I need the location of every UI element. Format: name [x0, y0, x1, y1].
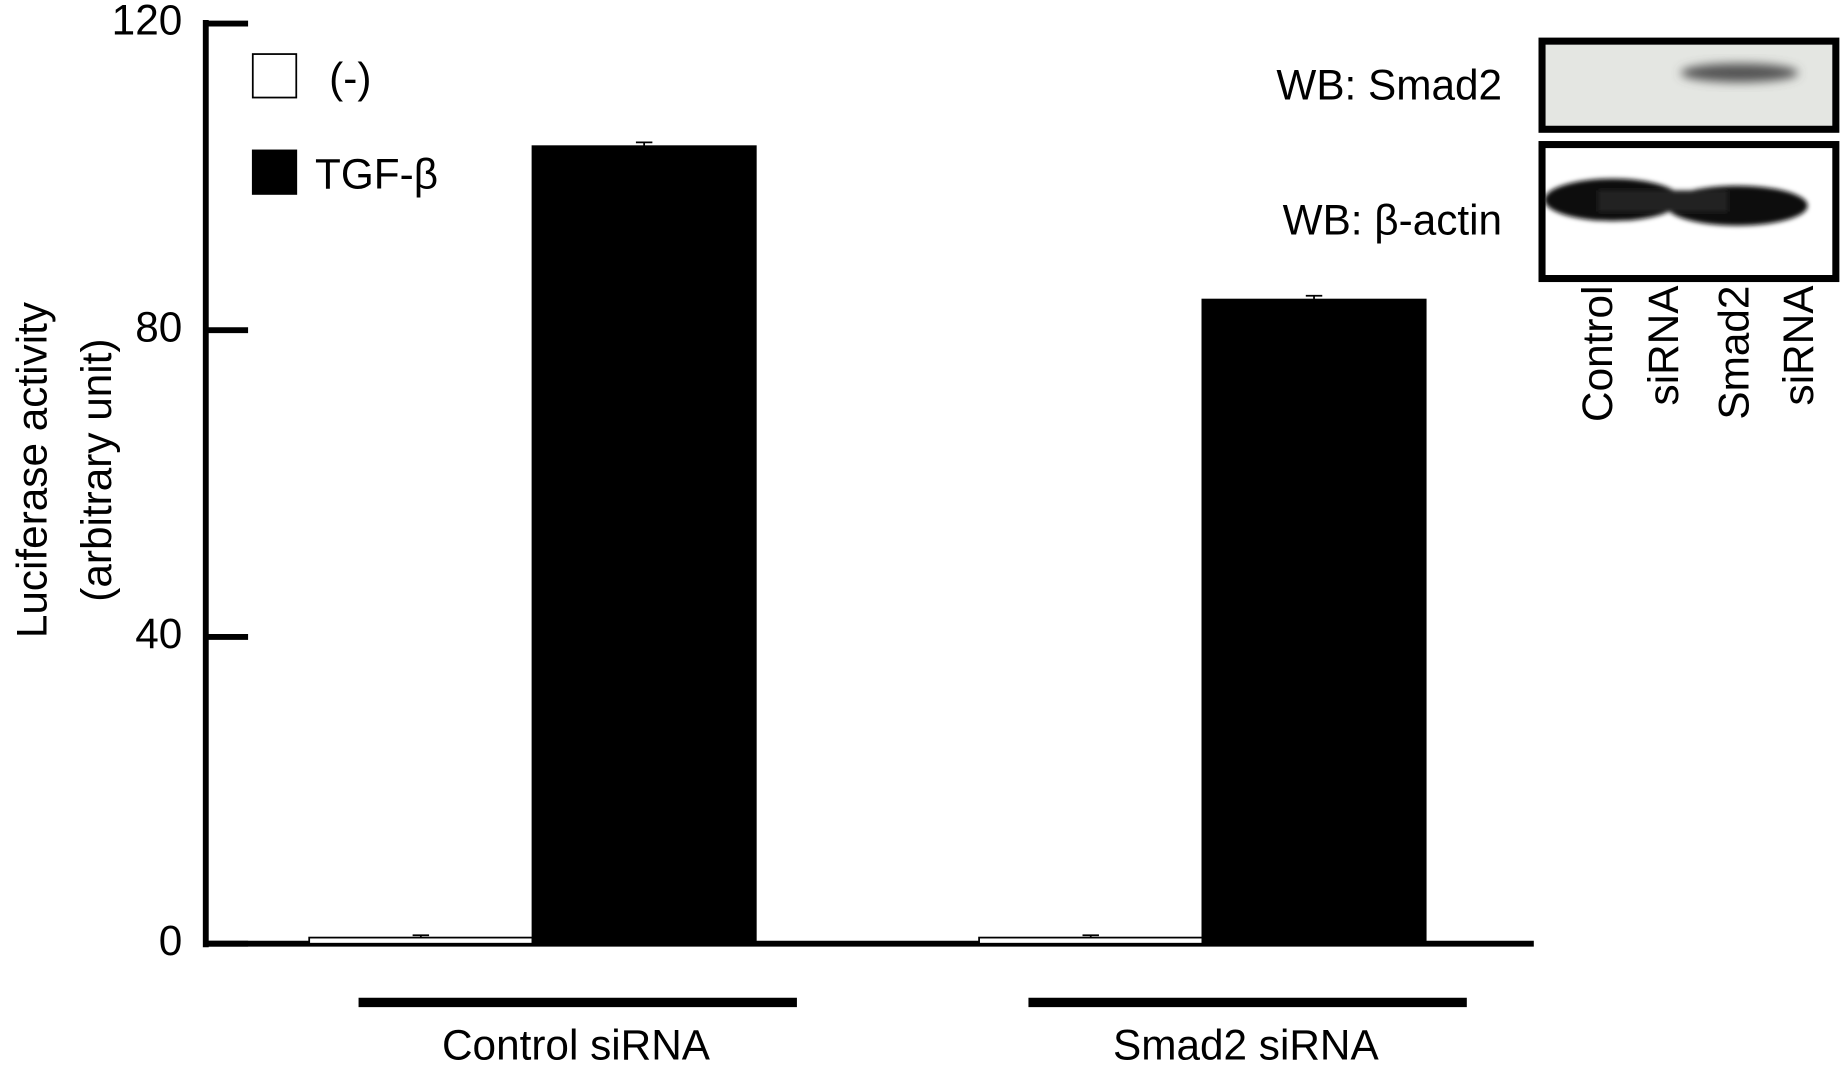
x-tick-label: Smad2 siRNA	[1113, 1021, 1379, 1068]
chart: 0 40 80 120 Luciferase activity (arbitrary un…	[0, 0, 1843, 1073]
blot-lane-label: Control	[1574, 286, 1621, 422]
y-tick-label: 80	[135, 303, 182, 350]
y-axis-label: Luciferase activity	[9, 301, 56, 638]
blot-band	[1681, 63, 1799, 82]
legend-label: TGF-β	[315, 151, 438, 198]
y-tick-label: 120	[112, 0, 183, 44]
blot-band	[1598, 190, 1727, 211]
bar	[309, 938, 532, 944]
legend-swatch	[253, 150, 296, 193]
blot-box	[1542, 41, 1836, 129]
blot-lane-label: siRNA	[1775, 285, 1822, 406]
y-tick-label: 0	[159, 917, 183, 964]
page: {"chart_data": {"type": "bar", "ylabel_l…	[0, 0, 1843, 1073]
legend-label: (-)	[329, 54, 371, 101]
bar	[1202, 300, 1425, 944]
blot-row-label: WB: β-actin	[1283, 196, 1502, 243]
y-axis-label: (arbitrary unit)	[73, 338, 120, 601]
y-tick-label: 40	[135, 610, 182, 657]
blot-lane-label: Smad2	[1710, 286, 1757, 420]
bar	[532, 146, 755, 944]
blot-panel	[1542, 41, 1836, 278]
legend-swatch	[253, 54, 296, 97]
x-tick-label: Control siRNA	[442, 1021, 711, 1068]
blot-row-label: WB: Smad2	[1276, 61, 1502, 108]
blot-lane-label: siRNA	[1640, 285, 1687, 406]
bar	[979, 938, 1202, 944]
